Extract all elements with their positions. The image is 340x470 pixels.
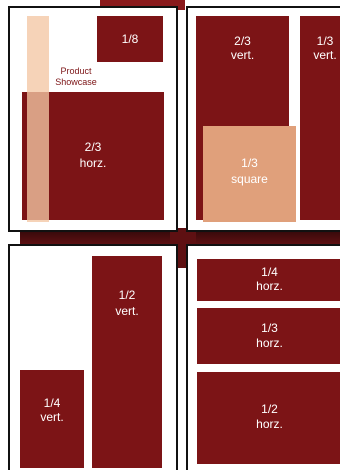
ad-one-quarter-vertical: 1/4 vert. [20, 370, 84, 468]
ad-two-thirds-vertical-line2: vert. [230, 48, 255, 62]
ad-one-half-horizontal-line2: horz. [256, 417, 283, 431]
ad-one-eighth-label: 1/8 [121, 32, 139, 46]
ad-one-half-vertical-line1: 1/2 [118, 288, 136, 302]
ad-one-half-vertical: 1/2 vert. [92, 256, 162, 468]
ad-one-half-horizontal: 1/2 horz. [197, 372, 340, 464]
ad-two-thirds-horizontal-line2: horz. [79, 156, 107, 170]
ad-one-third-square-line2: square [231, 172, 268, 186]
ad-one-third-vertical: 1/3 vert. [300, 16, 340, 220]
page-top-right: 2/3 vert. 1/3 vert. 1/3 square [186, 6, 340, 232]
product-showcase-line1: Product [60, 66, 92, 76]
ad-one-third-vertical-line1: 1/3 [316, 34, 334, 48]
ad-one-half-vertical-line2: vert. [115, 304, 139, 318]
ad-one-third-square: 1/3 square [203, 126, 296, 222]
product-showcase-label: Product Showcase [46, 66, 106, 88]
ad-one-quarter-horizontal: 1/4 horz. [197, 259, 340, 301]
ad-one-quarter-vertical-line1: 1/4 [43, 396, 61, 410]
ad-one-half-horizontal-line1: 1/2 [261, 402, 278, 416]
ad-one-quarter-horizontal-line1: 1/4 [261, 265, 278, 279]
ad-one-third-square-line1: 1/3 [241, 156, 258, 170]
ad-one-third-horizontal-line1: 1/3 [261, 321, 278, 335]
ad-one-third-vertical-line2: vert. [313, 48, 337, 62]
ad-one-third-horizontal: 1/3 horz. [197, 308, 340, 364]
ad-one-eighth: 1/8 [97, 16, 163, 62]
ad-one-quarter-vertical-line2: vert. [40, 410, 64, 424]
page-bottom-left: 1/2 vert. 1/4 vert. [8, 244, 178, 470]
page-bottom-right: 1/4 horz. 1/3 horz. 1/2 horz. [186, 244, 340, 470]
product-showcase-line2: Showcase [55, 77, 97, 87]
ad-two-thirds-vertical-line1: 2/3 [234, 34, 251, 48]
product-showcase-strip [27, 16, 49, 222]
ad-one-quarter-horizontal-line2: horz. [256, 279, 283, 293]
ad-one-third-horizontal-line2: horz. [256, 336, 283, 350]
page-top-left: 1/8 Product Showcase 2/3 horz. [8, 6, 178, 232]
ad-two-thirds-horizontal-line1: 2/3 [84, 140, 102, 154]
top-spread-shadow [100, 0, 185, 10]
